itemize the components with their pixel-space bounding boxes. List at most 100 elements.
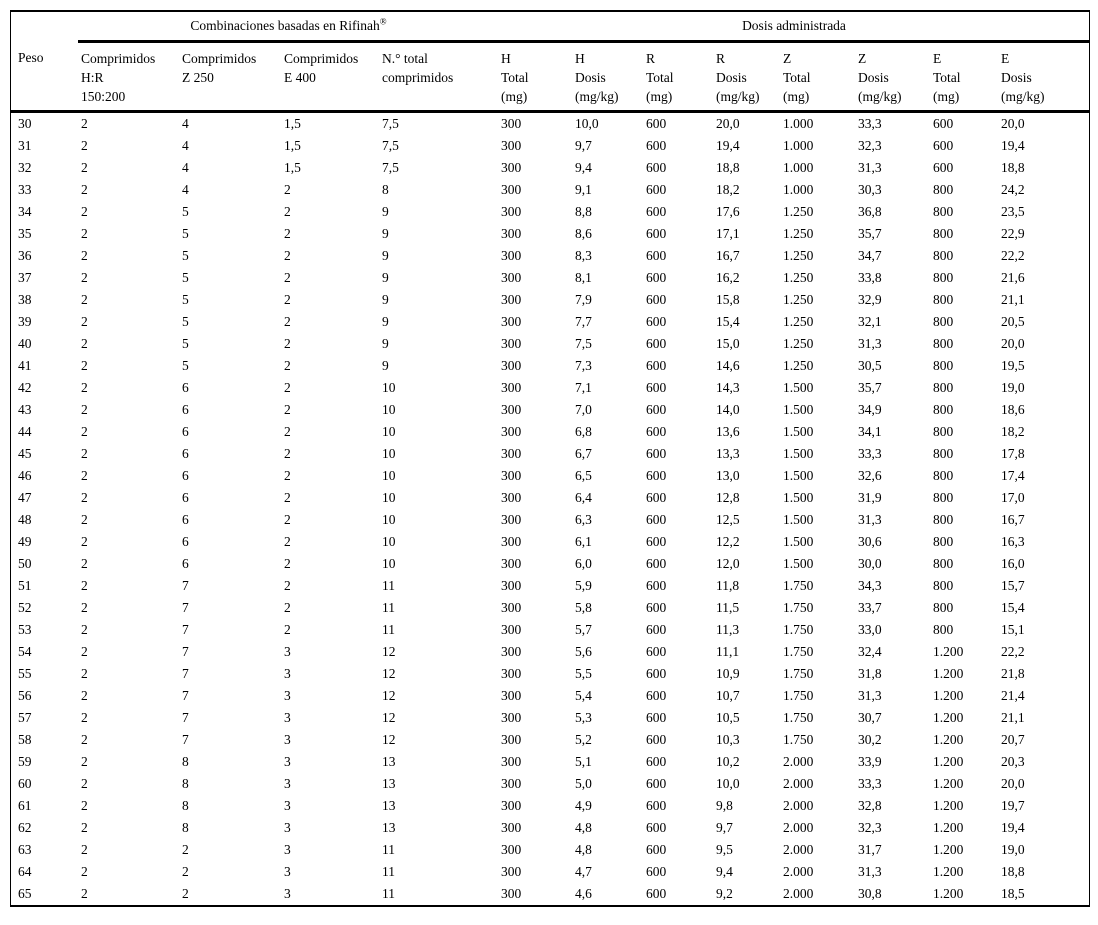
table-cell: 5,4 [575,688,592,703]
table-cell: 52 [18,600,32,615]
table-row: 54 2 7 3 12 300 5,6 600 11,1 1.750 32,4 1.200 22,2 [11,641,1089,663]
table-cell: 32,3 [858,138,882,153]
table-row: 61 2 8 3 13 300 4,9 600 9,8 2.000 32,8 1.200 19,7 [11,795,1089,817]
table-cell: 2 [81,270,88,285]
table-cell: 4,6 [575,886,592,901]
table-cell: 2 [182,842,189,857]
table-cell: 6 [182,380,189,395]
table-cell: 9,1 [575,182,592,197]
table-cell: 19,0 [1001,842,1025,857]
table-cell: 2 [182,864,189,879]
table-cell: 9,8 [716,798,733,813]
table-cell: 6 [182,490,189,505]
table-cell: 13,6 [716,424,740,439]
table-row: 62 2 8 3 13 300 4,8 600 9,7 2.000 32,3 1.200 19,4 [11,817,1089,839]
table-row: 52 2 7 2 11 300 5,8 600 11,5 1.750 33,7 800 15,4 [11,597,1089,619]
table-cell: 800 [933,402,954,417]
table-cell: 34,1 [858,424,882,439]
table-cell: 36 [18,248,32,263]
table-cell: 10,9 [716,666,740,681]
table-cell: 600 [646,204,667,219]
table-cell: 2 [284,402,291,417]
table-cell: 63 [18,842,32,857]
table-cell: 2 [81,402,88,417]
table-cell: 2 [81,600,88,615]
table-cell: 800 [933,556,954,571]
table-cell: 14,6 [716,358,740,373]
table-cell: 10 [382,402,396,417]
table-cell: 53 [18,622,32,637]
table-cell: 22,2 [1001,248,1025,263]
table-cell: 1.200 [933,644,964,659]
table-cell: 9 [382,270,389,285]
table-cell: 12 [382,732,396,747]
table-cell: 17,0 [1001,490,1025,505]
table-row: 35 2 5 2 9 300 8,6 600 17,1 1.250 35,7 800 22,9 [11,223,1089,245]
table-cell: 31,7 [858,842,882,857]
table-cell: 10 [382,380,396,395]
table-cell: 19,5 [1001,358,1025,373]
table-cell: 11 [382,864,395,879]
table-cell: 64 [18,864,32,879]
table-cell: 300 [501,402,522,417]
table-cell: 6 [182,512,189,527]
table-cell: 800 [933,622,954,637]
table-cell: 15,8 [716,292,740,307]
table-cell: 20,0 [1001,776,1025,791]
table-cell: 2 [284,556,291,571]
table-cell: 6,1 [575,534,592,549]
table-cell: 10 [382,468,396,483]
table-cell: 20,3 [1001,754,1025,769]
table-cell: 7,1 [575,380,592,395]
table-cell: 19,7 [1001,798,1025,813]
table-cell: 32,8 [858,798,882,813]
table-cell: 16,0 [1001,556,1025,571]
table-cell: 2 [81,314,88,329]
table-cell: 54 [18,644,32,659]
table-cell: 31,3 [858,688,882,703]
table-cell: 300 [501,556,522,571]
table-cell: 600 [933,138,954,153]
table-cell: 1.250 [783,314,814,329]
table-cell: 1.500 [783,424,814,439]
table-body: 30 2 4 1,5 7,5 300 10,0 600 20,0 1.000 33,3 600 20,0… [11,112,1089,906]
table-cell: 600 [646,160,667,175]
table-cell: 31,3 [858,864,882,879]
table-cell: 2 [81,556,88,571]
table-cell: 51 [18,578,32,593]
table-cell: 11,8 [716,578,740,593]
table-cell: 10 [382,424,396,439]
table-cell: 20,0 [1001,116,1025,131]
table-cell: 1.250 [783,226,814,241]
table-cell: 11 [382,886,395,901]
table-cell: 300 [501,732,522,747]
table-cell: 3 [284,798,291,813]
table-cell: 2 [284,622,291,637]
table-cell: 9,7 [575,138,592,153]
table-row: 44 2 6 2 10 300 6,8 600 13,6 1.500 34,1 800 18,2 [11,421,1089,443]
table-cell: 6,5 [575,468,592,483]
table-cell: 300 [501,248,522,263]
table-cell: 14,3 [716,380,740,395]
table-row: 63 2 2 3 11 300 4,8 600 9,5 2.000 31,7 1.200 19,0 [11,839,1089,861]
table-cell: 5,6 [575,644,592,659]
table-cell: 2 [81,710,88,725]
table-cell: 2.000 [783,798,814,813]
table-cell: 60 [18,776,32,791]
table-cell: 300 [501,380,522,395]
table-cell: 800 [933,468,954,483]
table-cell: 11 [382,842,395,857]
table-cell: 2 [81,688,88,703]
table-row: 41 2 5 2 9 300 7,3 600 14,6 1.250 30,5 800 19,5 [11,355,1089,377]
table-cell: 600 [646,754,667,769]
table-cell: 10,0 [716,776,740,791]
table-cell: 9 [382,314,389,329]
table-cell: 1.750 [783,732,814,747]
table-cell: 600 [646,182,667,197]
table-cell: 1.750 [783,622,814,637]
column-header: Comprimidos H:R 150:200 [78,41,179,113]
table-cell: 300 [501,512,522,527]
table-cell: 65 [18,886,32,901]
table-cell: 7,3 [575,358,592,373]
table-cell: 10 [382,490,396,505]
